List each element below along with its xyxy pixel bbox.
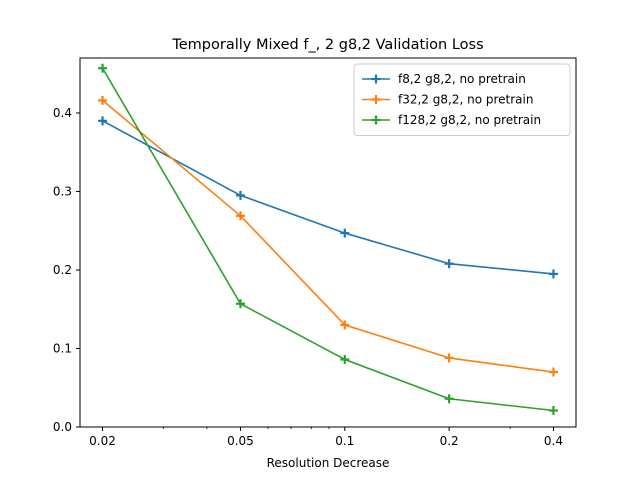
legend-item: f128,2 g8,2, no pretrain: [362, 113, 541, 127]
data-point: [235, 299, 245, 309]
axes-frame: [79, 57, 577, 428]
data-point: [98, 63, 108, 73]
data-point: [340, 354, 350, 364]
y-tick-label: 0.0: [53, 420, 72, 434]
data-point: [235, 211, 245, 221]
y-tick-label: 0.3: [53, 184, 72, 198]
y-tick-label: 0.1: [53, 341, 72, 355]
legend-swatch-marker: [371, 74, 381, 84]
data-point: [235, 190, 245, 200]
legend-item: f32,2 g8,2, no pretrain: [362, 93, 533, 107]
x-tick-label: 0.02: [89, 434, 116, 448]
plot-area: [98, 63, 558, 416]
x-tick-label: 0.1: [335, 434, 354, 448]
legend-label: f8,2 g8,2, no pretrain: [398, 72, 526, 86]
legend-label: f128,2 g8,2, no pretrain: [398, 113, 541, 127]
data-point: [444, 353, 454, 363]
data-point: [548, 269, 558, 279]
chart-title: Temporally Mixed f_, 2 g8,2 Validation L…: [171, 37, 483, 53]
data-point: [98, 116, 108, 126]
x-tick-label: 0.4: [544, 434, 563, 448]
legend-box: [353, 63, 571, 136]
data-point: [444, 259, 454, 269]
data-point: [340, 228, 350, 238]
legend-item: f8,2 g8,2, no pretrain: [362, 72, 526, 86]
x-tick-label: 0.05: [227, 434, 254, 448]
y-tick-label: 0.2: [53, 263, 72, 277]
x-tick-label: 0.2: [440, 434, 459, 448]
data-point: [548, 406, 558, 416]
data-point: [98, 95, 108, 105]
legend: f8,2 g8,2, no pretrain f32,2 g8,2, no pre…: [353, 63, 571, 136]
data-point: [444, 394, 454, 404]
x-axis-label: Resolution Decrease: [267, 456, 390, 470]
data-point: [340, 320, 350, 330]
legend-swatch-marker: [371, 95, 381, 104]
y-tick-label: 0.4: [53, 106, 72, 120]
legend-swatch-marker: [371, 115, 381, 125]
legend-label: f32,2 g8,2, no pretrain: [398, 93, 533, 107]
data-point: [548, 367, 558, 377]
